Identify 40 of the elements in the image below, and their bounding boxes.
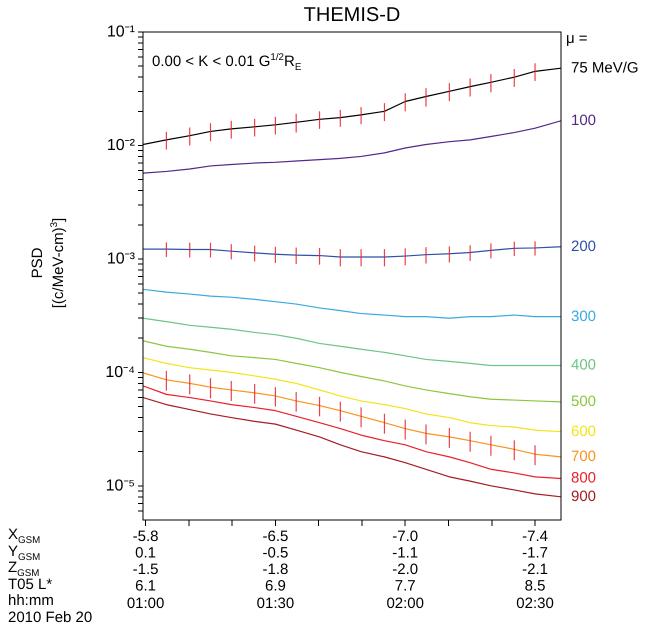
- text: 6.1: [135, 578, 156, 595]
- text: 8.5: [524, 578, 546, 595]
- y-tick-label: 10⁻¹: [106, 23, 135, 40]
- series-label: 75 MeV/G: [571, 59, 639, 76]
- text: hh:mm: [8, 592, 55, 610]
- legend-title: μ =: [566, 30, 588, 47]
- series-label: 600: [571, 422, 596, 440]
- chart-title: THEMIS-D: [302, 4, 402, 27]
- text: -2.0: [392, 561, 418, 578]
- x-tick-label: 02:00: [386, 595, 424, 612]
- text: -6.5: [262, 528, 288, 546]
- series-label: 700: [571, 448, 596, 466]
- text: 2010 Feb 20: [8, 608, 92, 626]
- y-tick-label: 10⁻³: [106, 250, 136, 268]
- series-label: 100: [571, 112, 596, 129]
- y-tick-label: 10⁻⁵: [106, 477, 135, 494]
- series-label: 300: [571, 308, 596, 325]
- x-tick-label: 01:30: [256, 595, 294, 612]
- text: 0.1: [135, 544, 156, 562]
- text: -1.5: [132, 561, 159, 578]
- text: -0.5: [262, 544, 288, 562]
- y-tick-label: 10⁻⁴: [105, 364, 136, 381]
- series-label: 900: [571, 488, 596, 505]
- series-label: 400: [571, 356, 596, 374]
- text: -7.0: [392, 528, 418, 546]
- x-tick-label: 02:30: [516, 595, 554, 612]
- series-label: 200: [571, 238, 596, 255]
- text: -1.1: [392, 544, 418, 562]
- series-label: 800: [571, 470, 596, 487]
- text: 7.7: [394, 578, 416, 595]
- text: -5.8: [132, 528, 159, 546]
- x-tick-label: 01:00: [126, 595, 164, 612]
- text: -2.1: [522, 561, 548, 578]
- series-label: 500: [571, 392, 596, 410]
- text: 6.9: [264, 578, 286, 595]
- text: -1.8: [262, 561, 288, 578]
- text: -1.7: [522, 544, 548, 562]
- y-tick-label: 10⁻²: [106, 136, 136, 154]
- text: -7.4: [522, 528, 548, 546]
- annotation: 0.00 < K < 0.01 G$^{1/2}$R$_{E}$: [152, 52, 302, 73]
